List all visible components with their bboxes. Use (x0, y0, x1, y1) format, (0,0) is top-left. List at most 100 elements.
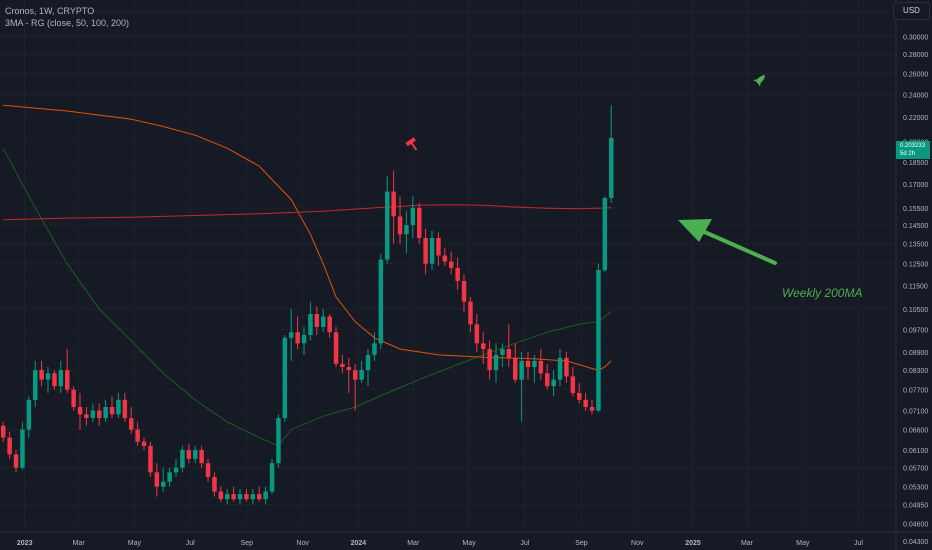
y-tick-label: 0.08900 (903, 350, 928, 357)
candle-body (340, 363, 345, 367)
candle-body (583, 399, 588, 407)
candle-body (122, 399, 128, 419)
candle-body (557, 357, 563, 380)
ma-100-line (3, 104, 612, 371)
candle-countdown: 5d 2h (900, 151, 916, 157)
candle-body (90, 410, 96, 418)
y-tick-label: 0.28000 (903, 52, 928, 59)
candle-body (449, 261, 454, 268)
candle-body (519, 360, 524, 380)
candle-body (481, 343, 486, 349)
y-tick-label: 0.24000 (903, 92, 928, 99)
x-tick-label: 2024 (351, 540, 367, 547)
candle-body (372, 343, 377, 355)
y-tick-label: 0.10500 (903, 307, 928, 314)
candle-body (116, 399, 121, 415)
candle-body (269, 463, 275, 492)
y-tick-label: 0.14500 (903, 223, 928, 230)
candle-body (193, 450, 198, 459)
weekly-200ma-annotation: Weekly 200MA (782, 286, 863, 300)
y-tick-label: 0.15500 (903, 206, 928, 213)
candle-body (109, 407, 115, 415)
candle-body (455, 267, 460, 281)
y-tick-label: 0.04950 (903, 502, 928, 509)
candle-body (52, 373, 57, 387)
candle-body (417, 207, 422, 238)
candle-body (429, 238, 435, 264)
candle-body (333, 332, 339, 364)
candle-body (148, 445, 153, 473)
candle-body (506, 349, 512, 358)
x-tick-label: Mar (73, 540, 86, 547)
candle-body (205, 463, 211, 477)
chart-legend: Cronos, 1W, CRYPTO 3MA - RG (close, 50, … (5, 5, 129, 29)
candle-body (577, 393, 582, 400)
candle-body (250, 494, 256, 500)
candle-body (404, 225, 409, 235)
rocket-icon (752, 75, 765, 88)
candle-body (461, 280, 467, 302)
x-tick-label: May (462, 540, 476, 547)
y-tick-label: 0.08300 (903, 368, 928, 375)
candle-body (321, 316, 326, 327)
y-tick-label: 0.06600 (903, 428, 928, 435)
candle-body (135, 429, 140, 442)
candle-body (609, 137, 614, 198)
x-tick-label: Mar (407, 540, 420, 547)
ma-50-line (2, 147, 612, 447)
candle-body (378, 259, 384, 344)
y-tick-label: 0.30000 (903, 34, 928, 41)
candle-body (231, 494, 236, 500)
candle-body (282, 337, 288, 419)
currency-button[interactable]: USD (893, 2, 930, 20)
candle-body (474, 324, 480, 344)
x-tick-label: Jul (520, 540, 529, 547)
ma-200-line (3, 204, 612, 221)
candle-body (180, 450, 185, 468)
candle-body (58, 370, 64, 387)
candle-body (7, 437, 12, 455)
candle-body (263, 491, 268, 500)
candle-body (391, 191, 396, 217)
candle-body (33, 370, 38, 400)
candle-body (173, 467, 179, 473)
hammer-icon (405, 137, 418, 151)
candle-body (45, 373, 51, 380)
y-tick-label: 0.13500 (903, 242, 928, 249)
candle-body (301, 335, 307, 344)
candle-body (493, 354, 499, 371)
candle-body (397, 216, 403, 235)
y-tick-label: 0.06100 (903, 448, 928, 455)
candle-body (212, 477, 217, 492)
candle-body (65, 370, 70, 390)
candle-body (186, 450, 192, 459)
candle-body (71, 389, 76, 407)
candle-body (218, 491, 224, 500)
candle-body (161, 481, 166, 487)
candle-body (237, 494, 243, 500)
candle-body (276, 418, 281, 464)
x-tick-label: Jul (854, 540, 863, 547)
y-tick-label: 0.11500 (903, 283, 928, 290)
candle-body (225, 494, 230, 500)
y-tick-label: 0.22000 (903, 115, 928, 122)
y-tick-label: 0.07700 (903, 388, 928, 395)
last-price-value: 0.203233 (900, 143, 926, 149)
x-tick-label: Sep (575, 540, 588, 547)
candle-body (26, 399, 32, 430)
candle-body (353, 370, 358, 380)
candle-body (359, 370, 364, 380)
candle-body (129, 418, 134, 430)
candle-body (97, 410, 102, 418)
candle-body (327, 316, 332, 333)
candle-body (538, 360, 544, 374)
candle-body (410, 207, 416, 226)
x-tick-label: Jul (186, 540, 195, 547)
x-tick-label: Sep (241, 540, 254, 547)
candle-body (39, 370, 44, 380)
x-tick-label: 2025 (685, 540, 701, 547)
candle-body (346, 367, 352, 371)
x-tick-label: Nov (296, 540, 309, 547)
x-tick-label: Mar (741, 540, 754, 547)
